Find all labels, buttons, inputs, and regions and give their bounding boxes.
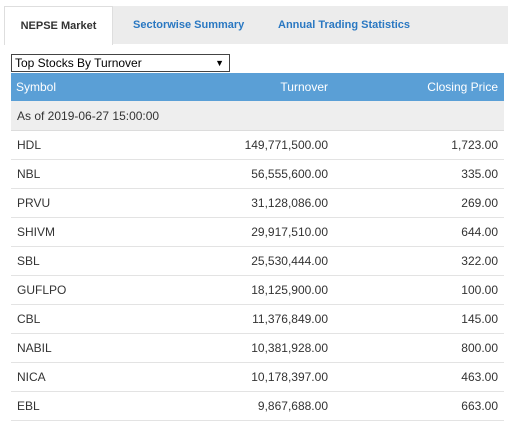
- header-turnover: Turnover: [280, 80, 328, 94]
- table-row: SBL 25,530,444.00 322.00: [11, 247, 504, 276]
- cell-turnover: 29,917,510.00: [251, 225, 328, 239]
- cell-closing-price: 1,723.00: [451, 138, 498, 152]
- table-row: NABIL 10,381,928.00 800.00: [11, 334, 504, 363]
- table-row: EBL 9,867,688.00 663.00: [11, 392, 504, 421]
- stocks-filter-select[interactable]: Top Stocks By Turnover ▼: [11, 54, 230, 72]
- cell-closing-price: 644.00: [461, 225, 498, 239]
- cell-symbol: SBL: [17, 254, 40, 268]
- tab-sectorwise-summary[interactable]: Sectorwise Summary: [133, 19, 245, 31]
- table-row: HDL 149,771,500.00 1,723.00: [11, 131, 504, 160]
- table-row: NBL 56,555,600.00 335.00: [11, 160, 504, 189]
- cell-turnover: 18,125,900.00: [251, 283, 328, 297]
- cell-closing-price: 269.00: [461, 196, 498, 210]
- cell-symbol: CBL: [17, 312, 41, 326]
- cell-turnover: 56,555,600.00: [251, 167, 328, 181]
- top-stocks-table: Symbol Turnover Closing Price As of 2019…: [11, 73, 504, 421]
- cell-turnover: 149,771,500.00: [244, 138, 328, 152]
- table-row: SHIVM 29,917,510.00 644.00: [11, 218, 504, 247]
- cell-closing-price: 100.00: [461, 283, 498, 297]
- cell-symbol: SHIVM: [17, 225, 56, 239]
- cell-symbol: PRVU: [17, 196, 51, 210]
- cell-symbol: HDL: [17, 138, 42, 152]
- cell-closing-price: 663.00: [461, 399, 498, 413]
- cell-turnover: 10,178,397.00: [251, 370, 328, 384]
- cell-closing-price: 322.00: [461, 254, 498, 268]
- cell-symbol: EBL: [17, 399, 40, 413]
- cell-turnover: 31,128,086.00: [251, 196, 328, 210]
- cell-closing-price: 145.00: [461, 312, 498, 326]
- cell-closing-price: 463.00: [461, 370, 498, 384]
- cell-symbol: NICA: [17, 370, 46, 384]
- cell-turnover: 9,867,688.00: [257, 399, 328, 413]
- table-row: CBL 11,376,849.00 145.00: [11, 305, 504, 334]
- stocks-filter-selected-value: Top Stocks By Turnover: [15, 56, 142, 70]
- cell-closing-price: 335.00: [461, 167, 498, 181]
- cell-closing-price: 800.00: [461, 341, 498, 355]
- header-symbol: Symbol: [16, 80, 57, 94]
- table-row: NICA 10,178,397.00 463.00: [11, 363, 504, 392]
- table-row: GUFLPO 18,125,900.00 100.00: [11, 276, 504, 305]
- cell-turnover: 10,381,928.00: [251, 341, 328, 355]
- tab-annual-trading-statistics[interactable]: Annual Trading Statistics: [278, 19, 411, 31]
- dropdown-arrow-icon: ▼: [215, 58, 224, 68]
- tab-bar: NEPSE Market Sectorwise Summary Annual T…: [4, 6, 508, 45]
- header-closing-price: Closing Price: [427, 80, 498, 94]
- table-row: PRVU 31,128,086.00 269.00: [11, 189, 504, 218]
- table-header: Symbol Turnover Closing Price: [11, 73, 504, 101]
- as-of-timestamp: As of 2019-06-27 15:00:00: [11, 101, 504, 131]
- tab-nepse-market[interactable]: NEPSE Market: [4, 6, 113, 45]
- cell-turnover: 11,376,849.00: [252, 312, 328, 326]
- cell-symbol: NBL: [17, 167, 41, 181]
- cell-symbol: GUFLPO: [17, 283, 67, 297]
- cell-turnover: 25,530,444.00: [251, 254, 328, 268]
- cell-symbol: NABIL: [17, 341, 52, 355]
